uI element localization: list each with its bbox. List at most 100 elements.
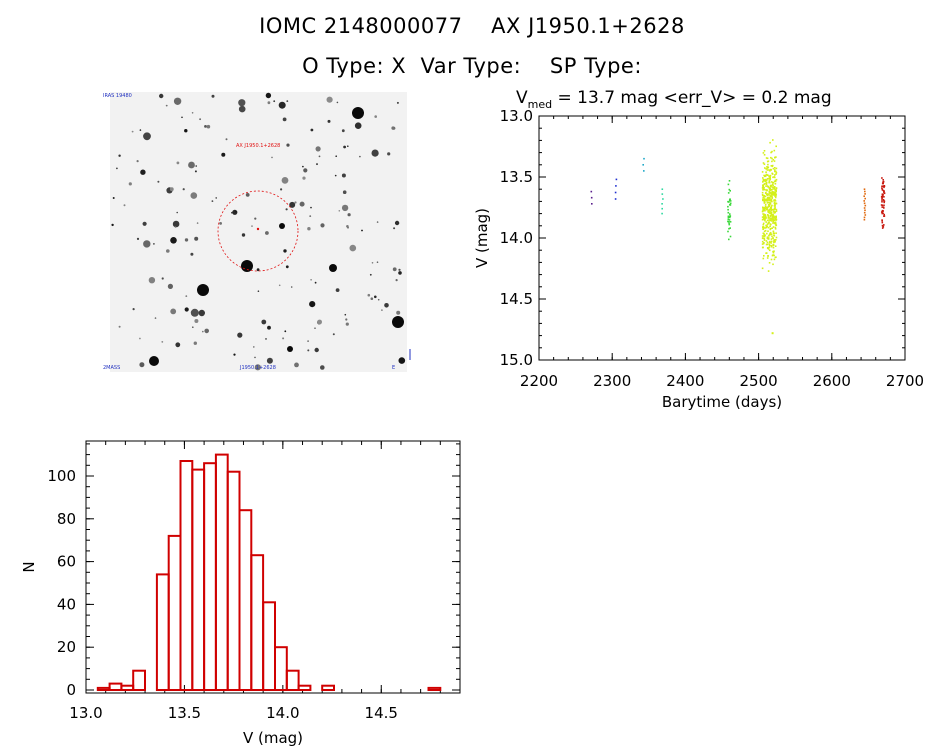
star <box>265 338 267 340</box>
y-tick-label: 14.0 <box>500 229 533 247</box>
data-point <box>772 263 774 266</box>
data-point <box>765 171 767 173</box>
data-point <box>771 160 773 163</box>
data-point <box>661 207 663 210</box>
data-point <box>767 214 769 216</box>
star <box>136 237 140 240</box>
data-point <box>767 216 770 219</box>
data-point <box>881 221 884 224</box>
star <box>161 277 164 280</box>
lightcurve-points <box>590 139 886 335</box>
data-point <box>762 257 765 260</box>
data-point <box>770 240 773 243</box>
histogram-bar <box>132 669 146 692</box>
star <box>188 161 195 169</box>
data-point <box>768 181 771 184</box>
star <box>370 297 374 301</box>
data-point <box>761 187 764 189</box>
data-point <box>773 217 775 219</box>
star <box>257 290 260 293</box>
data-point <box>881 227 884 229</box>
data-point <box>774 170 776 173</box>
star <box>381 309 383 311</box>
data-point <box>764 214 767 216</box>
star <box>261 319 267 325</box>
data-point <box>728 238 730 241</box>
star <box>307 340 309 342</box>
data-point <box>762 217 765 219</box>
data-point <box>881 185 884 187</box>
data-point <box>772 182 774 184</box>
data-point <box>762 188 764 191</box>
data-point <box>764 229 767 232</box>
star <box>231 211 233 214</box>
star <box>286 143 290 147</box>
data-point <box>882 179 884 181</box>
data-point <box>773 200 775 202</box>
data-point <box>772 251 775 254</box>
data-point <box>773 207 776 210</box>
data-point <box>727 211 730 214</box>
data-point <box>773 219 776 222</box>
sky-background <box>110 92 407 372</box>
data-point <box>765 240 768 242</box>
star <box>254 356 256 359</box>
data-point <box>727 183 730 186</box>
data-point <box>768 192 771 194</box>
star <box>184 238 189 242</box>
data-point <box>767 209 770 211</box>
data-point <box>773 222 776 224</box>
data-point <box>772 159 775 161</box>
data-point <box>765 217 767 219</box>
data-point <box>767 247 770 249</box>
data-point <box>883 204 885 207</box>
data-point <box>774 179 777 182</box>
star <box>172 220 180 228</box>
data-point <box>769 141 771 144</box>
star <box>254 217 257 220</box>
star <box>320 223 325 228</box>
star <box>374 295 377 299</box>
data-point <box>763 218 766 220</box>
data-point <box>661 193 664 195</box>
data-point <box>881 220 883 222</box>
star <box>184 307 189 312</box>
star <box>192 326 194 329</box>
star <box>112 197 115 199</box>
data-point <box>763 239 766 241</box>
data-point <box>881 182 884 185</box>
data-point <box>762 228 765 230</box>
star <box>238 99 246 107</box>
data-point <box>729 198 731 201</box>
star <box>167 283 173 289</box>
star <box>387 152 391 156</box>
data-point <box>765 179 768 181</box>
data-point <box>773 209 775 211</box>
star <box>284 330 287 333</box>
data-point <box>768 235 770 237</box>
y-tick-label: 0 <box>66 681 76 699</box>
data-point <box>773 240 775 242</box>
star <box>294 201 297 204</box>
data-point <box>768 210 771 212</box>
star <box>148 277 156 284</box>
star <box>326 96 333 103</box>
star <box>338 210 341 212</box>
data-point <box>590 196 593 199</box>
star <box>198 309 205 317</box>
data-point <box>767 206 770 208</box>
data-point <box>729 190 731 192</box>
data-point <box>762 208 764 211</box>
data-point <box>728 199 731 202</box>
star <box>303 168 308 173</box>
data-point <box>727 205 729 208</box>
star <box>142 221 147 226</box>
data-point <box>762 222 765 225</box>
data-point <box>763 242 765 244</box>
star <box>199 118 202 121</box>
star <box>170 308 177 315</box>
data-point <box>770 245 773 248</box>
star <box>118 154 121 157</box>
data-point <box>729 235 732 238</box>
data-point <box>775 193 777 196</box>
